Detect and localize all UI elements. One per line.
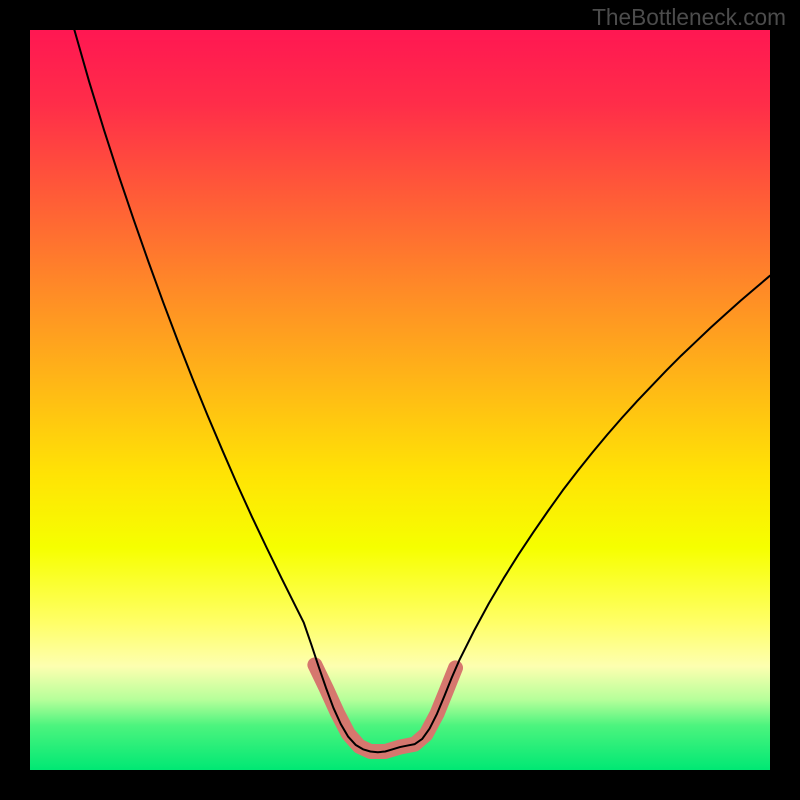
watermark-text: TheBottleneck.com bbox=[592, 4, 786, 31]
plot-area bbox=[30, 30, 770, 770]
plot-svg bbox=[30, 30, 770, 770]
gradient-background bbox=[30, 30, 770, 770]
chart-stage: TheBottleneck.com bbox=[0, 0, 800, 800]
